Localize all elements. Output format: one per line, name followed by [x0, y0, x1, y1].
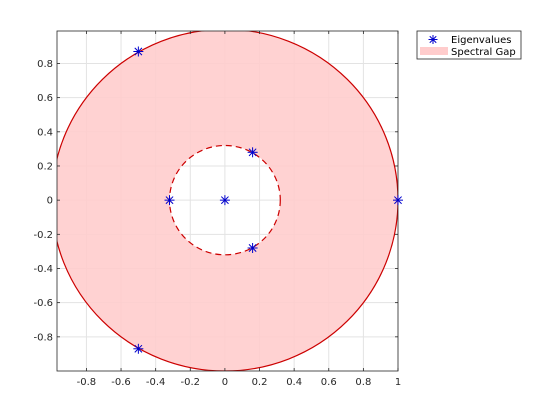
x-tick-label: -0.4 [146, 377, 166, 388]
x-tick-label: -0.2 [181, 377, 201, 388]
spectral-gap-fill [57, 31, 398, 371]
marker-stroke [429, 35, 437, 44]
eigenvalue-point [393, 195, 403, 206]
marker-stroke [248, 148, 257, 157]
eigenvalue-point [164, 195, 175, 206]
eigenvalue-point [133, 343, 144, 354]
marker-stroke [248, 244, 257, 252]
legend-spectral-gap-label: Spectral Gap [451, 47, 516, 58]
eigenvalue-point [133, 46, 144, 57]
y-tick-label: -0.6 [33, 298, 53, 309]
y-tick-label: 0.6 [37, 93, 53, 104]
x-tick-label: -0.8 [77, 377, 97, 388]
x-tick-label: -0.6 [111, 377, 131, 388]
legend-spectral-gap-swatch [420, 47, 448, 55]
x-tick-label: 0.8 [355, 377, 371, 388]
eigenvalue-point [247, 242, 258, 253]
y-tick-label: 0 [47, 196, 53, 207]
legend-eigenvalues-marker [428, 35, 438, 44]
marker-stroke [134, 344, 143, 353]
marker-stroke [134, 47, 143, 56]
x-tick-label: 0.6 [321, 377, 337, 388]
x-tick-label: 1 [395, 377, 401, 388]
y-tick-label: -0.2 [33, 230, 53, 241]
x-tick-label: 0 [222, 377, 228, 388]
eigenvalue-point [219, 195, 230, 206]
tick-labels: -0.8 -0.6 -0.4 -0.2 0 0.2 0.4 0.6 0.8 1 -0.8 -0.6 -0… [33, 31, 401, 388]
y-tick-label: 0.4 [37, 127, 53, 138]
x-tick-label: 0.4 [286, 377, 302, 388]
marker-stroke [394, 196, 402, 205]
y-tick-label: -0.4 [33, 264, 53, 275]
y-tick-label: -0.8 [33, 332, 53, 343]
legend-eigenvalues-label: Eigenvalues [451, 35, 511, 46]
marker-stroke [165, 196, 174, 205]
eigenvalue-points [133, 46, 403, 354]
x-tick-label: 0.2 [252, 377, 268, 388]
marker-stroke [220, 196, 229, 205]
y-tick-label: 0.2 [37, 161, 53, 172]
y-tick-label: 0.8 [37, 59, 53, 70]
eigenvalue-point [247, 147, 258, 158]
